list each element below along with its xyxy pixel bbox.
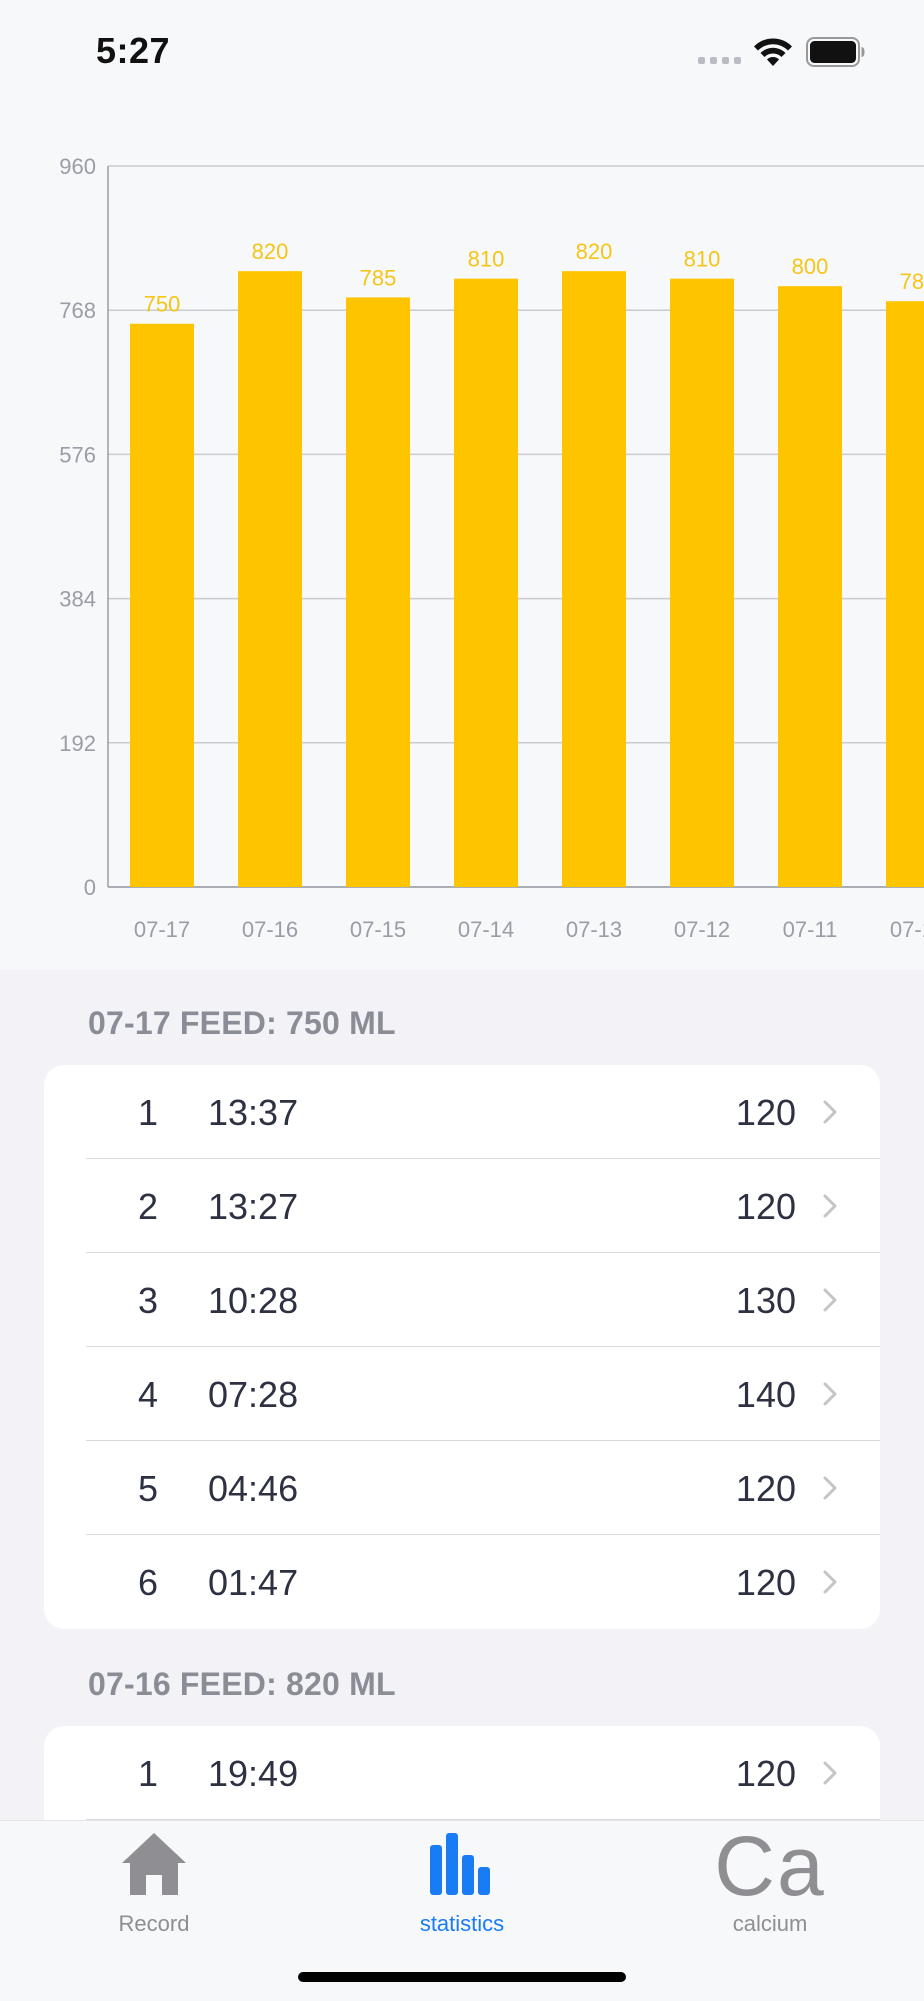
data-label: 785 <box>360 265 397 290</box>
chevron-right-icon <box>823 1476 837 1500</box>
y-tick-label: 960 <box>59 154 96 179</box>
chevron-right-icon <box>823 1100 837 1124</box>
row-separator <box>86 1346 880 1347</box>
y-tick-label: 384 <box>59 587 96 612</box>
feed-row[interactable]: 6 01:47 120 <box>44 1535 880 1629</box>
row-amount: 120 <box>735 1562 796 1603</box>
row-index: 1 <box>137 1092 159 1133</box>
tab-statistics[interactable]: statistics <box>308 1821 616 1936</box>
y-tick-label: 0 <box>84 875 96 900</box>
status-bar: 5:27 <box>0 0 924 100</box>
row-index: 6 <box>137 1562 159 1603</box>
feed-row[interactable]: 2 13:27 120 <box>44 1159 880 1253</box>
tab-calcium[interactable]: Ca calcium <box>616 1819 924 1936</box>
x-tick-label: 07-14 <box>458 917 514 942</box>
tab-record[interactable]: Record <box>0 1821 308 1936</box>
row-separator <box>86 1158 880 1159</box>
row-separator <box>86 1534 880 1535</box>
chevron-right-icon <box>823 1382 837 1406</box>
x-tick-label: 07-11 <box>783 917 838 942</box>
daily-feed-chart: 0 192 384 576 768 960 750 07-17 820 07-16 785 07-15… <box>0 100 924 970</box>
chevron-right-icon <box>823 1194 837 1218</box>
chevron-right-icon <box>823 1288 837 1312</box>
data-label: 750 <box>144 292 181 317</box>
wifi-icon <box>754 38 792 66</box>
feed-row[interactable]: 3 10:28 130 <box>44 1253 880 1347</box>
section-header: 07-17 FEED: 750 ML <box>88 1005 396 1041</box>
status-time: 5:27 <box>96 30 171 71</box>
ca-text-icon: Ca <box>714 1819 826 1913</box>
tab-label: statistics <box>419 1911 505 1936</box>
bar <box>346 297 410 887</box>
row-time: 07:28 <box>208 1374 299 1415</box>
house-icon <box>122 1833 186 1895</box>
feed-list-card: 1 13:37 120 2 13:27 120 3 10:28 130 4 07… <box>44 1065 880 1629</box>
home-indicator <box>298 1972 626 1982</box>
x-tick-label: 07-15 <box>350 917 406 942</box>
row-time: 10:28 <box>208 1280 299 1321</box>
cellular-signal-icon <box>698 57 742 65</box>
chevron-right-icon <box>823 1761 837 1785</box>
x-tick-label: 07-12 <box>674 917 730 942</box>
battery-icon <box>806 37 865 67</box>
row-index: 2 <box>137 1186 159 1227</box>
y-tick-label: 768 <box>59 298 96 323</box>
row-separator <box>86 1440 880 1441</box>
x-tick-label: 07-17 <box>134 917 190 942</box>
row-time: 13:27 <box>208 1186 299 1227</box>
row-amount: 130 <box>735 1280 796 1321</box>
row-time: 19:49 <box>208 1753 299 1794</box>
data-label: 820 <box>252 239 289 264</box>
row-index: 5 <box>137 1468 159 1509</box>
bar <box>454 278 518 887</box>
feed-row[interactable]: 1 13:37 120 <box>44 1065 880 1159</box>
tab-label: calcium <box>732 1911 808 1936</box>
feed-row[interactable]: 4 07:28 140 <box>44 1347 880 1441</box>
x-tick-label: 07-10 <box>890 917 924 942</box>
y-tick-label: 576 <box>59 442 96 467</box>
row-separator <box>86 1819 880 1820</box>
row-time: 04:46 <box>208 1468 299 1509</box>
data-label: 810 <box>468 247 505 272</box>
row-amount: 120 <box>735 1092 796 1133</box>
x-tick-label: 07-16 <box>242 917 298 942</box>
row-index: 3 <box>137 1280 159 1321</box>
row-amount: 140 <box>735 1374 796 1415</box>
row-separator <box>86 1252 880 1253</box>
row-index: 1 <box>137 1753 159 1794</box>
row-index: 4 <box>137 1374 159 1415</box>
section-header: 07-16 FEED: 820 ML <box>88 1666 396 1702</box>
tab-bar: Record statistics Ca calcium <box>0 1820 924 2001</box>
data-label: 810 <box>684 247 721 272</box>
bar <box>562 271 626 887</box>
row-time: 13:37 <box>208 1092 299 1133</box>
bar <box>886 301 924 887</box>
row-amount: 120 <box>735 1468 796 1509</box>
row-time: 01:47 <box>208 1562 299 1603</box>
feed-row[interactable]: 1 19:49 120 <box>44 1726 880 1820</box>
tab-label: Record <box>118 1911 190 1936</box>
feed-row[interactable]: 5 04:46 120 <box>44 1441 880 1535</box>
y-tick-label: 192 <box>59 731 96 756</box>
data-label: 800 <box>792 254 829 279</box>
bar-chart-icon <box>430 1833 490 1895</box>
data-label: 820 <box>576 239 613 264</box>
bar-chart: 0 192 384 576 768 960 750 07-17 820 07-16 785 07-15… <box>59 154 924 942</box>
row-amount: 120 <box>735 1186 796 1227</box>
row-amount: 120 <box>735 1753 796 1794</box>
chevron-right-icon <box>823 1570 837 1594</box>
bar <box>238 271 302 887</box>
data-label: 780 <box>900 269 924 294</box>
bar <box>130 323 194 887</box>
x-tick-label: 07-13 <box>566 917 622 942</box>
bar <box>670 278 734 887</box>
bar <box>778 286 842 887</box>
